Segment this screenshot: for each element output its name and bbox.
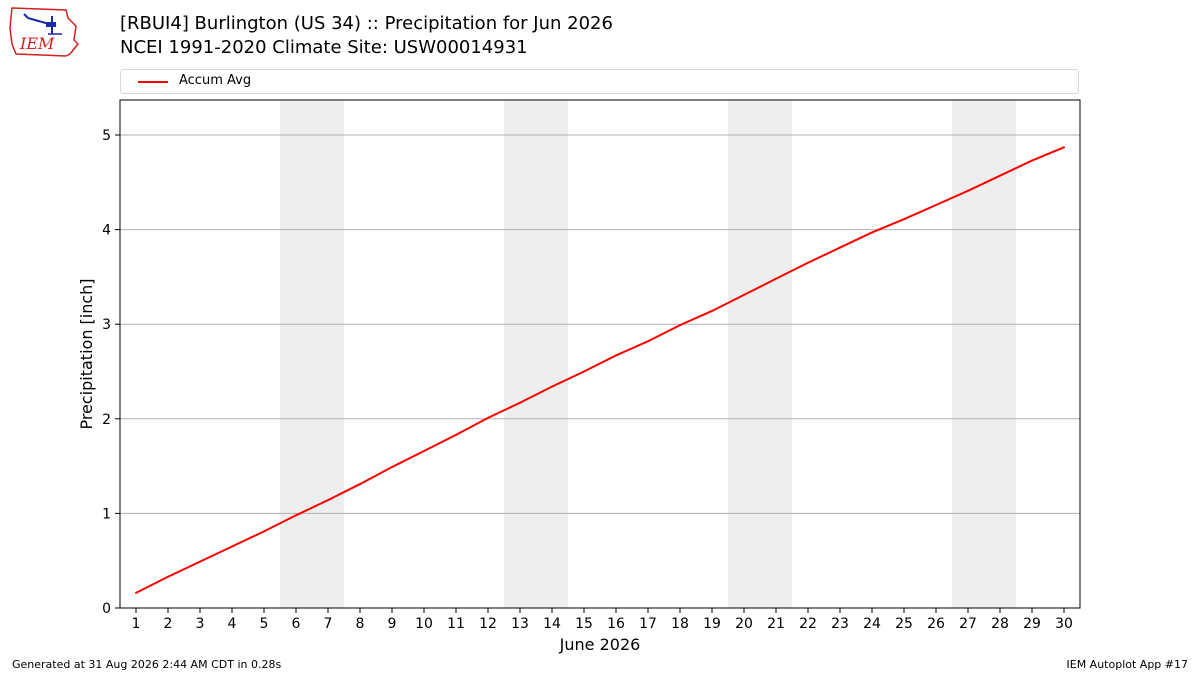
weekend-band-2 [504,100,568,608]
x-tick-label-13: 13 [511,616,529,632]
data-point-day-14 [551,385,553,388]
data-point-day-12 [487,416,489,419]
data-point-day-27 [967,189,969,192]
data-point-day-20 [743,293,745,296]
legend-swatch-accum-avg [138,81,168,83]
data-point-day-15 [583,370,585,373]
data-point-day-13 [519,401,521,404]
data-point-day-7 [327,499,329,502]
data-point-day-16 [615,354,617,357]
data-point-day-10 [423,449,425,452]
x-tick-label-3: 3 [196,616,205,632]
chart-legend: Accum Avg [120,69,1079,94]
data-point-day-26 [935,204,937,207]
data-point-day-4 [231,545,233,548]
data-point-day-25 [903,218,905,221]
y-tick-label-0: 0 [102,601,111,617]
x-tick-label-25: 25 [895,616,913,632]
x-tick-label-12: 12 [479,616,497,632]
x-tick-label-27: 27 [959,616,977,632]
weekend-band-3 [728,100,792,608]
legend-label-accum-avg: Accum Avg [179,73,252,88]
plot-frame [119,99,1081,609]
x-tick-label-23: 23 [831,616,849,632]
data-point-day-19 [711,309,713,312]
y-axis-label: Precipitation [inch] [77,278,96,429]
x-tick-label-5: 5 [260,616,269,632]
x-tick-label-15: 15 [575,616,593,632]
svg-text:IEM: IEM [19,34,55,53]
data-point-day-30 [1063,146,1065,149]
data-point-day-22 [807,261,809,264]
generated-timestamp: Generated at 31 Aug 2026 2:44 AM CDT in … [12,658,282,671]
x-tick-label-18: 18 [671,616,689,632]
data-point-day-17 [647,340,649,343]
x-tick-label-22: 22 [799,616,817,632]
y-tick-label-1: 1 [102,506,111,522]
data-point-day-9 [391,466,393,469]
x-tick-label-8: 8 [356,616,365,632]
x-tick-label-10: 10 [415,616,433,632]
data-point-day-28 [999,174,1001,177]
x-tick-label-19: 19 [703,616,721,632]
x-tick-label-28: 28 [991,616,1009,632]
x-tick-label-2: 2 [164,616,173,632]
weekend-band-1 [280,100,344,608]
x-axis-label: June 2026 [559,635,641,654]
data-point-day-8 [359,483,361,486]
x-tick-label-9: 9 [388,616,397,632]
x-tick-label-29: 29 [1023,616,1041,632]
y-tick-label-5: 5 [102,128,111,144]
data-point-day-23 [839,246,841,249]
data-point-day-3 [199,560,201,563]
x-tick-label-4: 4 [228,616,237,632]
x-tick-label-1: 1 [132,616,141,632]
data-point-day-5 [263,530,265,533]
data-point-day-24 [871,231,873,234]
y-tick-label-3: 3 [102,317,111,333]
x-tick-label-24: 24 [863,616,881,632]
x-tick-label-21: 21 [767,616,785,632]
iem-logo: IEM [6,4,82,60]
data-point-day-29 [1031,159,1033,162]
x-tick-label-11: 11 [447,616,465,632]
x-tick-label-17: 17 [639,616,657,632]
x-tick-label-6: 6 [292,616,301,632]
data-point-day-11 [455,433,457,436]
data-point-day-6 [295,514,297,517]
data-point-day-18 [679,324,681,327]
x-tick-label-20: 20 [735,616,753,632]
weekend-band-4 [952,100,1016,608]
y-tick-label-4: 4 [102,223,111,239]
chart-title-line2: NCEI 1991-2020 Climate Site: USW00014931 [120,37,528,58]
chart-title: [RBUI4] Burlington (US 34) :: Precipitat… [120,12,613,60]
chart-title-line1: [RBUI4] Burlington (US 34) :: Precipitat… [120,13,613,34]
x-tick-label-26: 26 [927,616,945,632]
autoplot-app-label: IEM Autoplot App #17 [1066,658,1189,671]
y-tick-label-2: 2 [102,412,111,428]
x-tick-label-14: 14 [543,616,561,632]
series-line-accum-avg [135,146,1065,594]
data-point-day-2 [167,575,169,578]
data-point-day-1 [135,591,137,594]
x-tick-label-16: 16 [607,616,625,632]
x-tick-label-30: 30 [1055,616,1073,632]
x-tick-label-7: 7 [324,616,333,632]
data-point-day-21 [775,277,777,280]
